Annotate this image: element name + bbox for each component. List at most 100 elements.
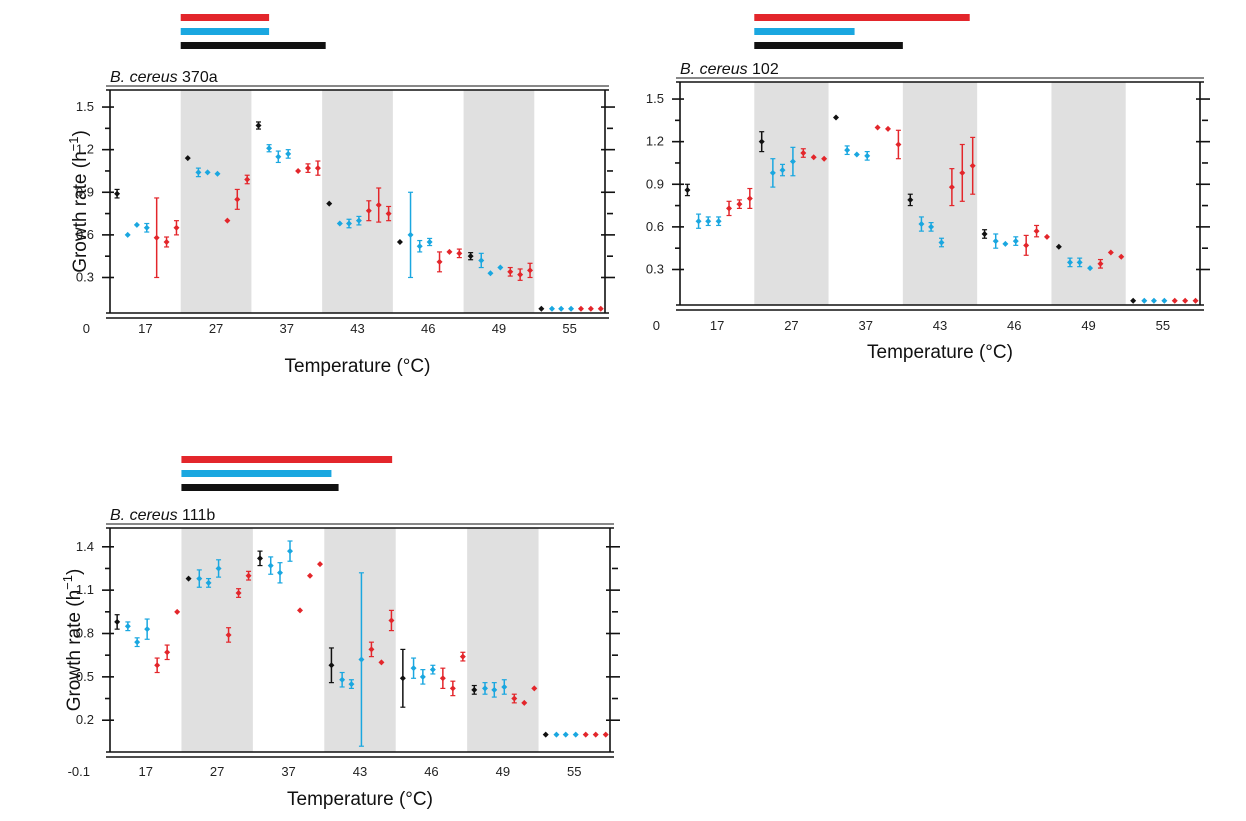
data-point-blue bbox=[918, 221, 925, 228]
data-point-red bbox=[810, 154, 817, 161]
panel-title: B. cereus 102 bbox=[680, 61, 779, 78]
data-point-blue bbox=[214, 170, 221, 177]
data-point-blue bbox=[715, 218, 722, 225]
data-point-blue bbox=[419, 673, 426, 680]
data-point-red bbox=[1107, 249, 1114, 256]
data-point-blue bbox=[705, 218, 712, 225]
data-point-blue bbox=[1012, 238, 1019, 245]
data-point-red bbox=[746, 195, 753, 202]
data-point-black bbox=[114, 618, 121, 625]
data-point-blue bbox=[285, 150, 292, 157]
y-tick-label: 1.5 bbox=[646, 91, 664, 106]
data-point-red bbox=[582, 731, 589, 738]
data-point-red bbox=[305, 165, 311, 172]
data-point-red bbox=[244, 176, 251, 183]
x-tick-label: 49 bbox=[1081, 318, 1095, 333]
x-tick-label: 55 bbox=[562, 321, 576, 336]
data-point-red bbox=[1118, 253, 1125, 260]
range-bar-blue bbox=[181, 470, 332, 477]
shaded-band bbox=[1051, 82, 1126, 305]
data-point-red bbox=[948, 184, 955, 191]
y-tick-label: 0.5 bbox=[76, 669, 94, 684]
data-point-blue bbox=[501, 683, 508, 690]
panel-title-strain: 370a bbox=[182, 69, 218, 86]
y-tick-label: 1.4 bbox=[76, 539, 94, 554]
data-point-blue bbox=[548, 305, 555, 312]
data-point-black bbox=[981, 230, 988, 237]
shaded-band bbox=[463, 90, 535, 313]
data-point-blue bbox=[558, 305, 565, 312]
data-point-blue bbox=[938, 239, 945, 246]
data-point-blue bbox=[416, 243, 423, 250]
data-point-blue bbox=[355, 217, 362, 224]
data-point-red bbox=[969, 162, 976, 169]
y-bottom-label: 0 bbox=[653, 318, 660, 333]
data-point-red bbox=[1182, 297, 1189, 304]
data-point-blue bbox=[1076, 259, 1083, 266]
data-point-red bbox=[821, 155, 828, 162]
data-point-red bbox=[511, 695, 518, 702]
shaded-band bbox=[324, 528, 396, 752]
range-bar-red bbox=[181, 456, 393, 463]
data-point-blue bbox=[1067, 259, 1073, 266]
x-tick-label: 27 bbox=[209, 321, 223, 336]
data-point-black bbox=[326, 200, 333, 207]
panel-title-species: B. cereus bbox=[110, 507, 182, 524]
panel-title-species: B. cereus bbox=[680, 61, 752, 78]
data-point-blue bbox=[928, 223, 935, 230]
data-point-blue bbox=[553, 731, 560, 738]
data-point-black bbox=[185, 575, 192, 582]
data-point-black bbox=[758, 138, 765, 145]
data-point-blue bbox=[358, 656, 365, 663]
shaded-band bbox=[902, 82, 978, 305]
y-axis-title: Growth rate (h−1) bbox=[66, 130, 91, 273]
data-point-red bbox=[597, 305, 604, 312]
data-point-red bbox=[297, 607, 303, 614]
x-tick-label: 49 bbox=[496, 764, 510, 779]
data-point-blue bbox=[336, 220, 343, 227]
x-tick-label: 49 bbox=[492, 321, 506, 336]
data-point-red bbox=[602, 731, 609, 738]
x-tick-label: 27 bbox=[784, 318, 798, 333]
data-point-blue bbox=[478, 257, 485, 264]
data-point-red bbox=[225, 631, 232, 638]
data-point-blue bbox=[124, 623, 131, 630]
data-point-black bbox=[907, 196, 914, 203]
x-axis-title: Temperature (°C) bbox=[285, 356, 431, 377]
y-tick-label: 0.2 bbox=[76, 712, 94, 727]
data-point-red bbox=[885, 125, 891, 132]
range-bar-black bbox=[754, 42, 903, 49]
x-tick-label: 55 bbox=[1156, 318, 1170, 333]
y-tick-label: 0.9 bbox=[646, 176, 664, 191]
data-point-blue bbox=[779, 167, 786, 174]
data-point-red bbox=[295, 167, 302, 174]
data-point-blue bbox=[1141, 297, 1148, 304]
data-point-red bbox=[1023, 242, 1030, 249]
x-tick-label: 37 bbox=[280, 321, 294, 336]
data-point-black bbox=[399, 675, 406, 682]
y-tick-label: 1.1 bbox=[76, 582, 94, 597]
y-tick-label: 1.2 bbox=[76, 142, 94, 157]
data-point-blue bbox=[133, 221, 140, 228]
data-point-blue bbox=[346, 220, 353, 227]
data-point-red bbox=[163, 238, 170, 245]
y-tick-label: 0.6 bbox=[646, 219, 664, 234]
data-point-red bbox=[726, 205, 733, 212]
shaded-band bbox=[181, 528, 253, 752]
data-point-blue bbox=[864, 152, 871, 159]
data-point-blue bbox=[215, 565, 222, 572]
y-axis-title-main: Growth rate (h bbox=[64, 590, 85, 711]
data-point-red bbox=[436, 258, 443, 265]
data-point-red bbox=[375, 202, 382, 209]
data-point-blue bbox=[348, 681, 355, 688]
data-point-blue bbox=[491, 686, 498, 693]
data-point-black bbox=[396, 238, 403, 245]
x-axis-title: Temperature (°C) bbox=[287, 789, 433, 810]
data-point-red bbox=[307, 572, 313, 579]
data-point-blue bbox=[143, 224, 150, 231]
data-point-red bbox=[456, 250, 463, 257]
data-point-red bbox=[1192, 297, 1199, 304]
data-point-red bbox=[378, 659, 385, 666]
data-point-red bbox=[1033, 228, 1040, 235]
data-point-blue bbox=[124, 231, 131, 238]
